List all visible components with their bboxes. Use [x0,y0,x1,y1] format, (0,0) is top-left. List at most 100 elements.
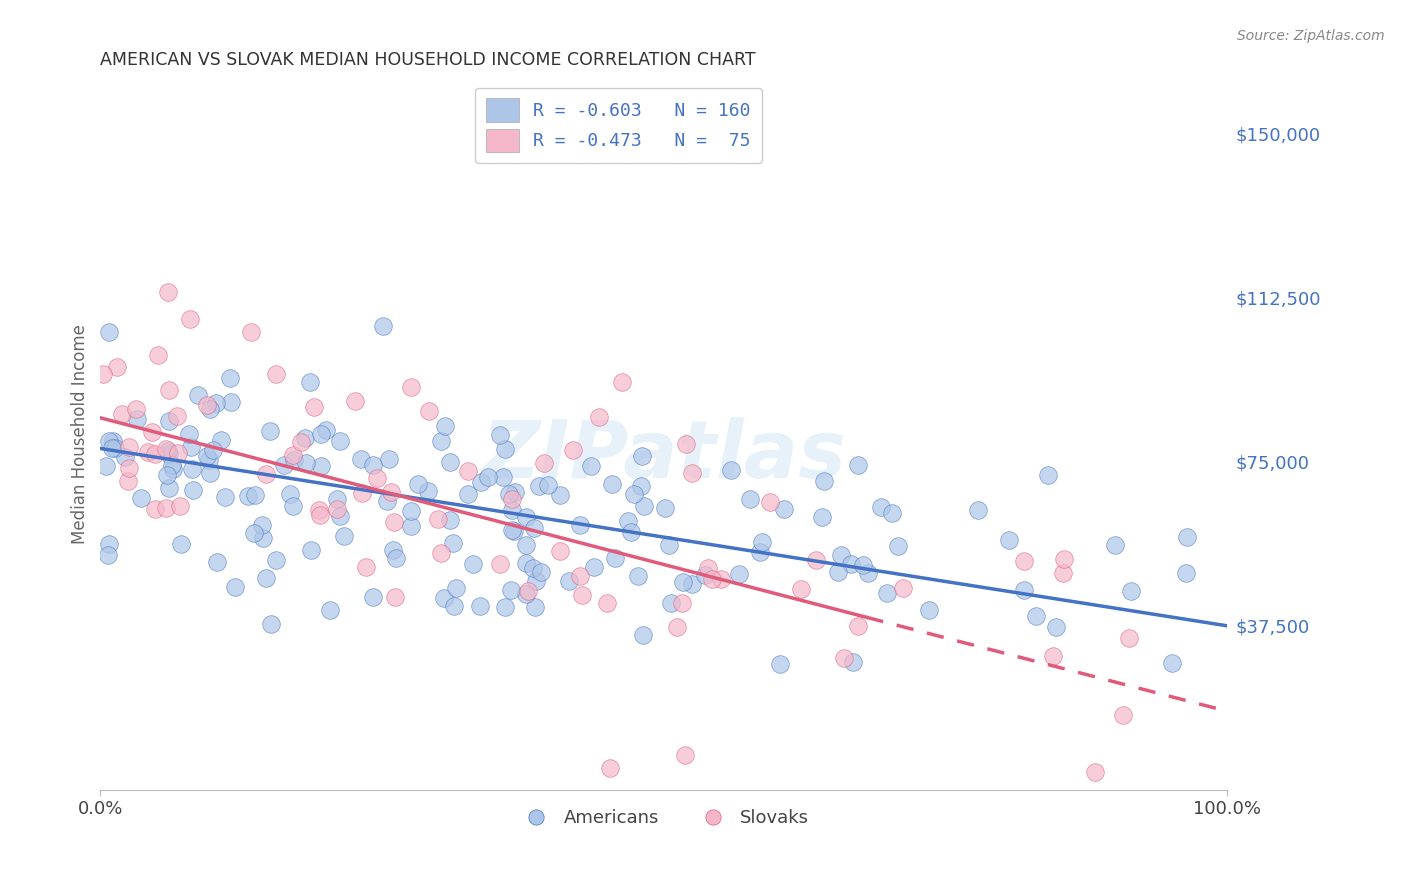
Point [523,521,546,535]
Point [751,535,773,549]
Point [195,449,218,463]
Point [1112,708,1135,723]
Point [830,548,852,562]
Point [501,582,523,597]
Point [354,559,377,574]
Point [294,456,316,470]
Point [1084,765,1107,780]
Text: Source: ZipAtlas.com: Source: ZipAtlas.com [1237,29,1385,43]
Point [97,434,120,448]
Point [720,463,742,477]
Point [219,370,242,384]
Point [266,367,288,381]
Point [477,469,499,483]
Point [179,311,201,326]
Point [350,451,373,466]
Point [91,367,114,381]
Point [530,565,553,579]
Point [416,484,439,499]
Point [603,550,626,565]
Point [658,538,681,552]
Point [156,468,179,483]
Point [371,318,394,333]
Point [623,486,645,500]
Point [170,536,193,550]
Point [620,525,643,540]
Point [399,504,422,518]
Point [200,466,222,480]
Point [773,501,796,516]
Point [399,379,422,393]
Point [103,434,125,448]
Point [827,565,849,579]
Point [579,459,602,474]
Point [430,546,453,560]
Point [118,460,141,475]
Point [136,444,159,458]
Point [846,618,869,632]
Point [401,519,423,533]
Point [100,441,122,455]
Point [710,572,733,586]
Point [273,458,295,472]
Point [302,400,325,414]
Point [702,572,724,586]
Point [167,446,190,460]
Point [498,487,520,501]
Point [434,419,457,434]
Point [671,597,693,611]
Point [426,511,449,525]
Point [882,506,904,520]
Point [205,395,228,409]
Point [457,487,479,501]
Point [430,434,453,448]
Point [522,561,544,575]
Point [260,616,283,631]
Point [377,452,399,467]
Point [1045,619,1067,633]
Point [550,544,572,558]
Point [665,620,688,634]
Point [527,479,550,493]
Point [266,553,288,567]
Point [967,503,990,517]
Point [146,348,169,362]
Point [209,433,232,447]
Point [205,555,228,569]
Point [202,443,225,458]
Point [1175,530,1198,544]
Point [97,548,120,562]
Point [181,462,204,476]
Point [319,603,342,617]
Point [444,581,467,595]
Point [333,529,356,543]
Point [125,401,148,416]
Point [588,409,610,424]
Point [569,569,592,583]
Point [157,414,180,428]
Point [852,558,875,572]
Point [1025,609,1047,624]
Point [839,557,862,571]
Point [281,448,304,462]
Point [1118,631,1140,645]
Point [224,580,246,594]
Point [887,539,910,553]
Point [375,494,398,508]
Point [382,515,405,529]
Point [160,458,183,472]
Point [599,761,621,775]
Point [672,575,695,590]
Point [842,655,865,669]
Point [492,470,515,484]
Point [343,393,366,408]
Point [155,442,177,456]
Point [1174,566,1197,580]
Point [177,427,200,442]
Point [252,517,274,532]
Point [1053,551,1076,566]
Point [290,434,312,449]
Point [501,524,523,538]
Point [240,325,263,339]
Point [117,474,139,488]
